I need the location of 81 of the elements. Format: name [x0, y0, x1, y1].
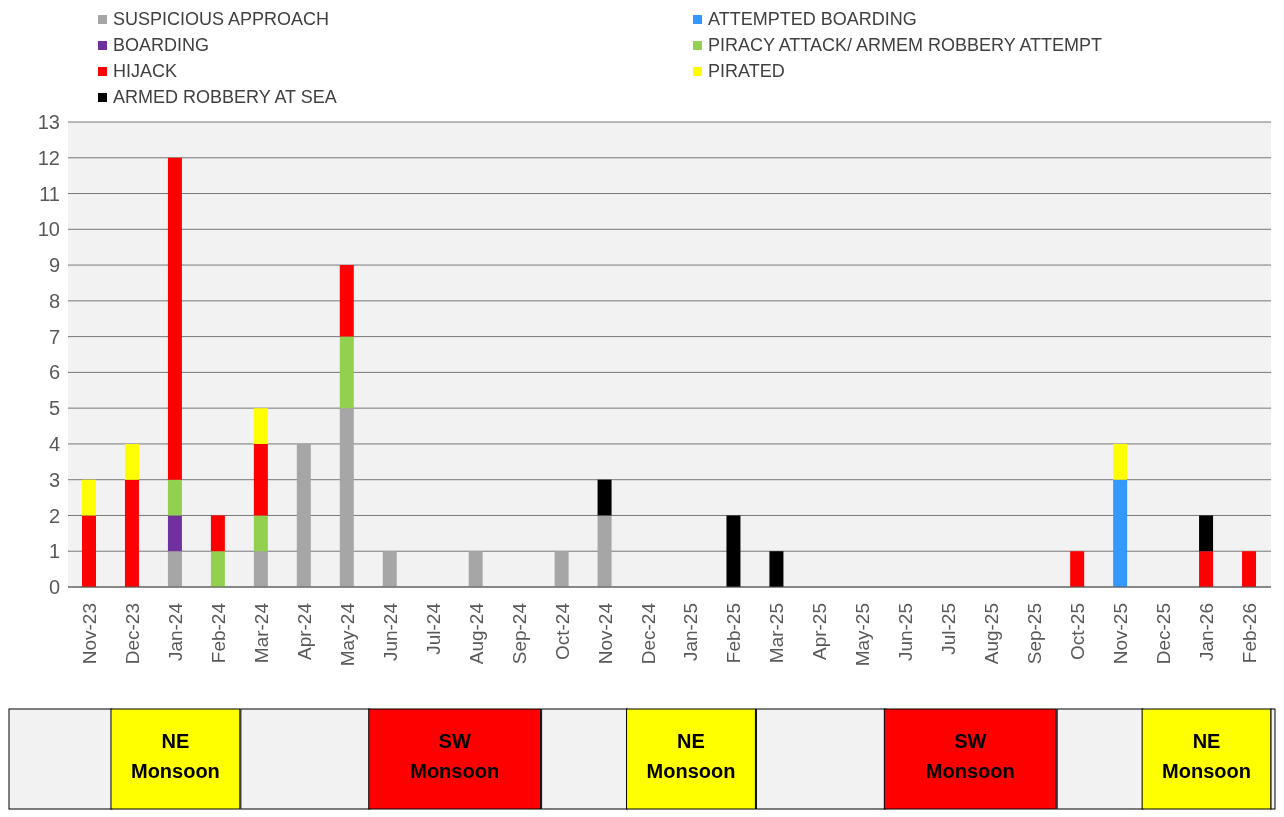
bar [210, 515, 225, 552]
bar [1242, 551, 1257, 587]
bar [339, 336, 354, 409]
x-tick-label: Apr-24 [293, 602, 315, 661]
x-tick-label: Aug-24 [465, 602, 487, 665]
x-tick-label: Jun-25 [895, 603, 917, 662]
x-tick-label: Feb-26 [1239, 603, 1261, 664]
x-tick-label: Dec-24 [637, 602, 659, 665]
bar [167, 515, 182, 552]
x-tick-label: Dec-23 [121, 603, 143, 665]
y-tick-label: 8 [48, 289, 60, 312]
x-tick-label: May-25 [852, 603, 874, 667]
bar [253, 515, 268, 552]
x-tick-label: Sep-25 [1024, 603, 1046, 665]
bar [296, 443, 311, 587]
y-tick-label: 0 [48, 576, 60, 599]
x-tick-label: Sep-24 [508, 602, 530, 665]
bar [82, 515, 96, 587]
bar [1113, 443, 1128, 480]
y-tick-label: 11 [39, 182, 60, 205]
y-tick-label: 2 [48, 504, 60, 527]
x-tick-label: Oct-25 [1067, 603, 1089, 661]
bar [1199, 551, 1214, 587]
bar [167, 551, 182, 587]
y-tick-label: 3 [48, 468, 60, 491]
legend-label: SUSPICIOUS APPROACH [113, 9, 330, 30]
bar [253, 443, 268, 516]
bar [167, 157, 182, 480]
x-tick-label: Feb-24 [207, 602, 229, 664]
bar [597, 515, 612, 587]
x-tick-label: Nov-24 [594, 602, 616, 665]
x-tick-label: Jul-24 [422, 602, 444, 655]
y-tick-label: 4 [48, 433, 60, 456]
bar [1070, 551, 1085, 587]
legend-label: ARMED ROBBERY AT SEA [113, 87, 337, 108]
bar [1199, 515, 1214, 552]
x-tick-label: Jul-25 [938, 603, 960, 655]
x-tick-label: May-24 [336, 602, 358, 667]
x-tick-label: Jun-24 [379, 602, 401, 662]
x-tick-label: Nov-23 [78, 603, 100, 665]
y-tick-label: 9 [48, 254, 60, 277]
bar [167, 479, 182, 516]
legend-label: ATTEMPTED BOARDING [708, 9, 917, 30]
x-tick-label: Mar-24 [250, 602, 272, 664]
x-tick-label: Oct-24 [551, 602, 573, 661]
bar [1113, 479, 1128, 587]
bar [769, 551, 784, 587]
y-tick-label: 12 [37, 146, 60, 169]
x-tick-label: Apr-25 [809, 603, 831, 661]
x-tick-label: Jan-24 [164, 602, 186, 662]
bar [124, 443, 139, 480]
legend-label: BOARDING [113, 35, 210, 56]
season-table: NE Monsoon SW Monsoon NE Monsoon SW Monsoon NE Monsoon [8, 708, 1276, 810]
bar [554, 551, 569, 587]
bar [468, 551, 483, 587]
x-tick-label: Aug-25 [981, 603, 1003, 665]
y-tick-label: 7 [48, 325, 60, 348]
bar [726, 515, 741, 587]
x-tick-label: Jan-26 [1196, 603, 1218, 662]
legend-label: HIJACK [113, 61, 178, 82]
bar [210, 551, 225, 587]
x-tick-label: Jan-25 [680, 603, 702, 662]
x-tick-label: Nov-25 [1110, 603, 1132, 665]
x-tick-label: Mar-25 [766, 603, 788, 664]
bar [253, 551, 268, 587]
y-tick-label: 5 [48, 397, 60, 420]
legend-label: PIRATED [708, 61, 785, 82]
bar [382, 551, 397, 587]
y-tick-label: 10 [37, 218, 60, 241]
bar [124, 479, 139, 587]
bar [339, 265, 354, 337]
x-tick-label: Dec-25 [1153, 603, 1175, 665]
bar [597, 479, 612, 516]
legend-label: PIRACY ATTACK/ ARMEM ROBBERY ATTEMPT [708, 35, 1103, 56]
y-tick-label: 1 [48, 540, 60, 563]
bar [339, 408, 354, 587]
x-tick-label: Feb-25 [723, 603, 745, 664]
y-tick-label: 6 [48, 361, 60, 384]
bar [253, 408, 268, 444]
y-tick-label: 13 [37, 111, 60, 134]
bar [82, 479, 96, 516]
